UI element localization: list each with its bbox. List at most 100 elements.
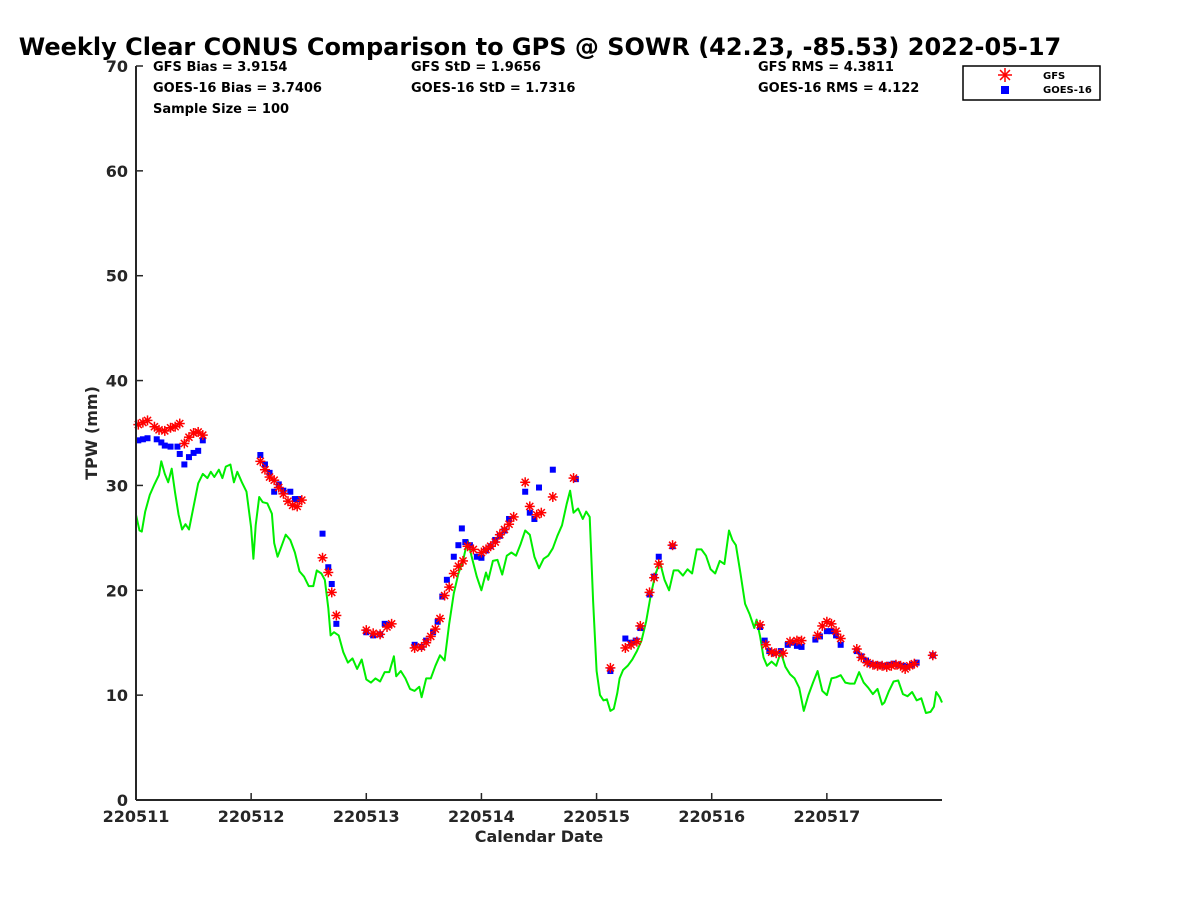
legend-box [962, 65, 1101, 101]
gps-line [135, 460, 943, 714]
y-tick-label: 0 [117, 791, 128, 810]
goes16-point [257, 452, 264, 459]
plot-area [136, 66, 942, 800]
goes16-point [176, 450, 183, 457]
gfs-point [653, 559, 664, 570]
goes16-point [181, 461, 188, 468]
stat-gfs-std: GFS StD = 1.9656 [411, 60, 541, 75]
goes16-point [167, 443, 174, 450]
goes16-point [812, 636, 819, 643]
x-tick-label: 220512 [218, 807, 285, 826]
x-tick-label: 220516 [678, 807, 745, 826]
gfs-point [462, 541, 473, 552]
gfs-point [812, 630, 823, 641]
stat-goes16-bias: GOES-16 Bias = 3.7406 [153, 81, 322, 96]
gfs-point [547, 491, 558, 502]
x-tick-label: 220515 [563, 807, 630, 826]
goes16-point [153, 436, 160, 443]
goes16-point [789, 639, 796, 646]
gfs-point [444, 582, 455, 593]
gfs-point [785, 636, 796, 647]
goes16-point [816, 633, 823, 640]
gfs-point [826, 618, 837, 629]
gfs-point [490, 537, 501, 548]
gfs-point [649, 572, 660, 583]
gfs-point [430, 624, 441, 635]
gfs-point [504, 519, 515, 530]
goes16-point [158, 439, 165, 446]
goes16-point [139, 436, 146, 443]
gfs-point [831, 626, 842, 637]
gfs-point [755, 619, 766, 630]
y-tick-label: 70 [106, 57, 128, 76]
gfs-point [796, 635, 807, 646]
goes16-point [287, 488, 294, 495]
goes16-point [478, 554, 485, 561]
gfs-point [909, 658, 920, 669]
gfs-point [282, 496, 293, 507]
gfs-point [421, 637, 432, 648]
goes16-point [161, 442, 168, 449]
gfs-point [626, 639, 637, 650]
gfs-point [179, 438, 190, 449]
gfs-point [317, 552, 328, 563]
goes16-point [522, 488, 529, 495]
goes16-point [506, 515, 513, 522]
goes16-point [195, 447, 202, 454]
x-tick-label: 220517 [793, 807, 860, 826]
chart-title: Weekly Clear CONUS Comparison to GPS @ S… [19, 33, 1062, 61]
legend-gfs-asterisk [998, 68, 1012, 82]
gfs-point [142, 415, 153, 426]
stat-gfs-bias: GFS Bias = 3.9154 [153, 60, 287, 75]
goes16-point [531, 515, 538, 522]
gfs-point [499, 524, 510, 535]
gfs-point [375, 629, 386, 640]
gfs-point [760, 639, 771, 650]
goes16-point [135, 437, 142, 444]
goes16-point [793, 642, 800, 649]
goes16-point [761, 637, 768, 644]
goes16-point [867, 660, 874, 667]
legend-gfs-label: GFS [1043, 71, 1065, 82]
goes16-point [325, 564, 332, 571]
gfs-point [409, 642, 420, 653]
x-axis-label: Calendar Date [475, 827, 604, 846]
goes16-point [455, 542, 462, 549]
stat-sample-size: Sample Size = 100 [153, 102, 289, 117]
gfs-point [259, 464, 270, 475]
y-tick-label: 20 [106, 581, 128, 600]
gfs-point [524, 501, 535, 512]
goes16-point [526, 509, 533, 516]
goes16-point [174, 443, 181, 450]
goes16-point [185, 454, 192, 461]
y-tick-label: 30 [106, 476, 128, 495]
gfs-point [667, 540, 678, 551]
gfs-point [386, 618, 397, 629]
gfs-point [368, 628, 379, 639]
goes16-point [536, 484, 542, 491]
stat-gfs-rms: GFS RMS = 4.3811 [758, 60, 894, 75]
goes16-point [462, 539, 469, 546]
gfs-point [605, 662, 616, 673]
goes16-point [271, 488, 278, 495]
gfs-series [133, 415, 938, 674]
goes16-point [837, 641, 844, 648]
gfs-point [851, 644, 862, 655]
legend-goes16-label: GOES-16 [1043, 85, 1092, 96]
goes16-point [439, 593, 446, 600]
gfs-point [644, 587, 655, 598]
stat-goes16-rms: GOES-16 RMS = 4.122 [758, 81, 919, 96]
x-ticks: 220511 220512 220513 220514 220515 220516 2205… [103, 793, 860, 826]
gfs-point [331, 610, 342, 621]
gfs-point [149, 421, 160, 432]
y-tick-label: 50 [106, 267, 128, 286]
y-ticks: 0 10 20 30 40 50 60 70 [106, 57, 143, 810]
gfs-point [174, 418, 185, 429]
x-tick-label: 220513 [333, 807, 400, 826]
gfs-point [927, 650, 938, 661]
gfs-point [635, 620, 646, 631]
gfs-point [900, 663, 911, 674]
gfs-point [197, 430, 208, 441]
gfs-point [778, 648, 789, 659]
gfs-point [425, 631, 436, 642]
